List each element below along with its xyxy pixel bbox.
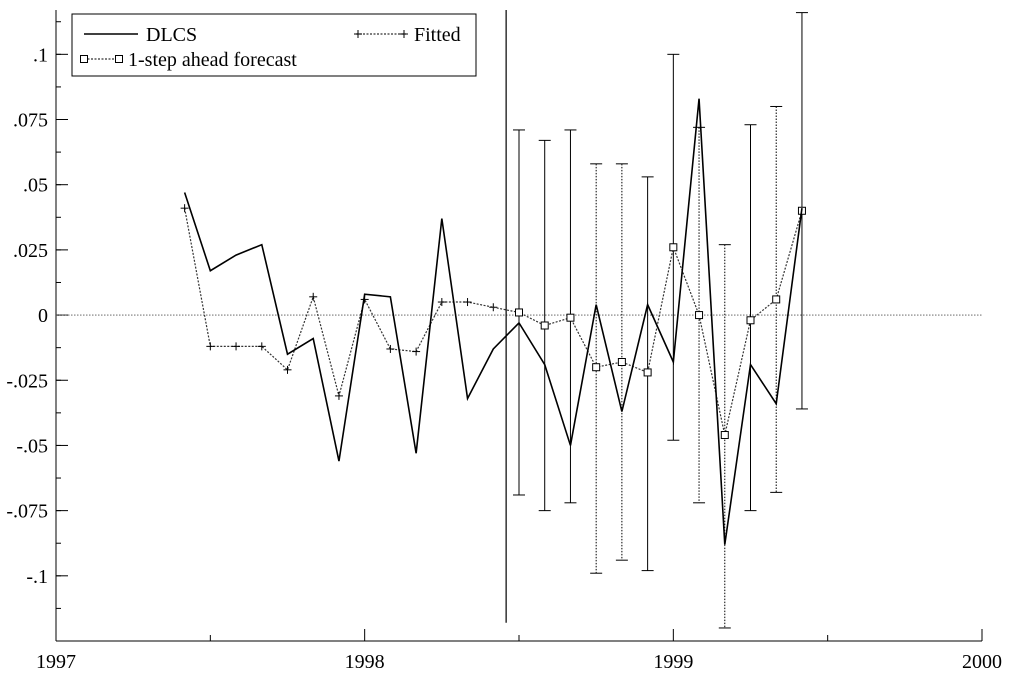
fitted-point xyxy=(386,344,395,353)
x-tick-label: 1998 xyxy=(345,651,385,673)
y-tick-label: -.025 xyxy=(6,370,48,392)
y-tick-label: .05 xyxy=(23,175,48,197)
legend-label-dlcs: DLCS xyxy=(146,24,197,46)
forecast-point xyxy=(540,321,549,330)
legend-swatch-forecast xyxy=(80,55,123,63)
fitted-line xyxy=(184,208,494,399)
fitted-point xyxy=(180,204,189,213)
y-tick-label: .1 xyxy=(33,44,48,66)
legend-label-fitted: Fitted xyxy=(414,24,461,46)
forecast-point xyxy=(617,358,626,367)
forecast-error-bar xyxy=(718,244,731,629)
forecast-point xyxy=(746,316,755,325)
dlcs-line xyxy=(183,98,803,545)
y-tick-label: -.1 xyxy=(26,566,48,588)
legend-swatch-fitted xyxy=(354,30,408,38)
forecast-error-bar xyxy=(693,126,706,504)
forecast-point xyxy=(515,308,523,317)
y-tick-label: .075 xyxy=(13,110,48,132)
forecast-point xyxy=(720,431,729,440)
x-tick-label: 1997 xyxy=(36,651,76,673)
forecast-point xyxy=(695,311,704,320)
fitted-point xyxy=(206,342,215,351)
forecast-point xyxy=(772,295,781,304)
legend-label-forecast: 1-step ahead forecast xyxy=(128,49,297,71)
chart-marks xyxy=(180,10,808,629)
y-tick-label: -.05 xyxy=(16,435,48,457)
chart-legend: DLCS Fitted 1-step ahead forecast xyxy=(71,13,477,77)
y-tick-label: -.075 xyxy=(6,501,48,523)
forecast-point xyxy=(669,243,678,252)
forecast-point xyxy=(566,313,575,322)
forecast-point xyxy=(592,363,601,372)
legend-box xyxy=(71,13,477,77)
x-tick-label: 2000 xyxy=(962,651,1002,673)
fitted-point xyxy=(283,365,292,374)
fitted-point xyxy=(309,292,318,301)
fitted-point xyxy=(232,342,241,351)
fitted-point xyxy=(334,391,343,400)
fitted-point xyxy=(257,342,266,351)
legend-forecast-marker xyxy=(115,55,123,63)
fitted-point xyxy=(437,298,446,307)
y-tick-label: 0 xyxy=(38,305,48,327)
y-tick-label: .025 xyxy=(13,240,48,262)
fitted-point xyxy=(412,347,421,356)
x-tick-label: 1999 xyxy=(653,651,693,673)
legend-forecast-marker xyxy=(80,55,88,63)
chart-axes: .1 .075 .05 .025 0 -.025 -.05 -.075 -.1 1997 1998 1… xyxy=(6,10,1002,673)
fitted-point xyxy=(463,298,472,307)
forecast-point xyxy=(643,368,652,377)
